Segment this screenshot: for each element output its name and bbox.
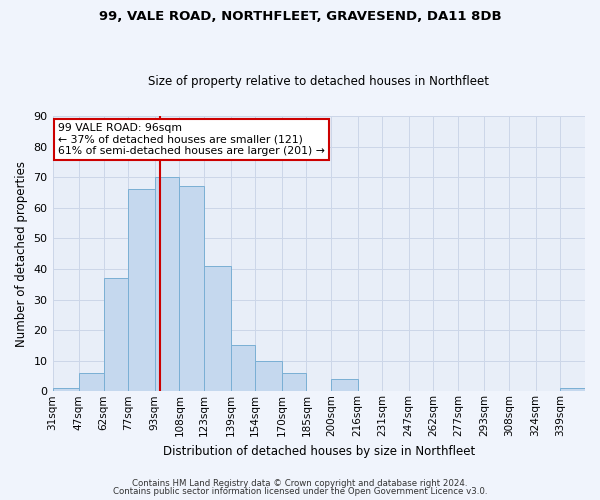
Text: 99, VALE ROAD, NORTHFLEET, GRAVESEND, DA11 8DB: 99, VALE ROAD, NORTHFLEET, GRAVESEND, DA… bbox=[98, 10, 502, 23]
X-axis label: Distribution of detached houses by size in Northfleet: Distribution of detached houses by size … bbox=[163, 444, 475, 458]
Bar bbox=[179, 186, 204, 392]
Bar bbox=[281, 373, 307, 392]
Text: Contains HM Land Registry data © Crown copyright and database right 2024.: Contains HM Land Registry data © Crown c… bbox=[132, 478, 468, 488]
Bar bbox=[230, 346, 256, 392]
Text: Contains public sector information licensed under the Open Government Licence v3: Contains public sector information licen… bbox=[113, 487, 487, 496]
Bar bbox=[560, 388, 585, 392]
Bar bbox=[331, 379, 358, 392]
Bar bbox=[104, 278, 128, 392]
Bar bbox=[128, 190, 155, 392]
Bar bbox=[53, 388, 79, 392]
Bar bbox=[204, 266, 230, 392]
Title: Size of property relative to detached houses in Northfleet: Size of property relative to detached ho… bbox=[148, 76, 489, 88]
Bar bbox=[155, 177, 179, 392]
Y-axis label: Number of detached properties: Number of detached properties bbox=[15, 160, 28, 346]
Bar bbox=[79, 373, 104, 392]
Text: 99 VALE ROAD: 96sqm
← 37% of detached houses are smaller (121)
61% of semi-detac: 99 VALE ROAD: 96sqm ← 37% of detached ho… bbox=[58, 123, 325, 156]
Bar bbox=[256, 360, 281, 392]
